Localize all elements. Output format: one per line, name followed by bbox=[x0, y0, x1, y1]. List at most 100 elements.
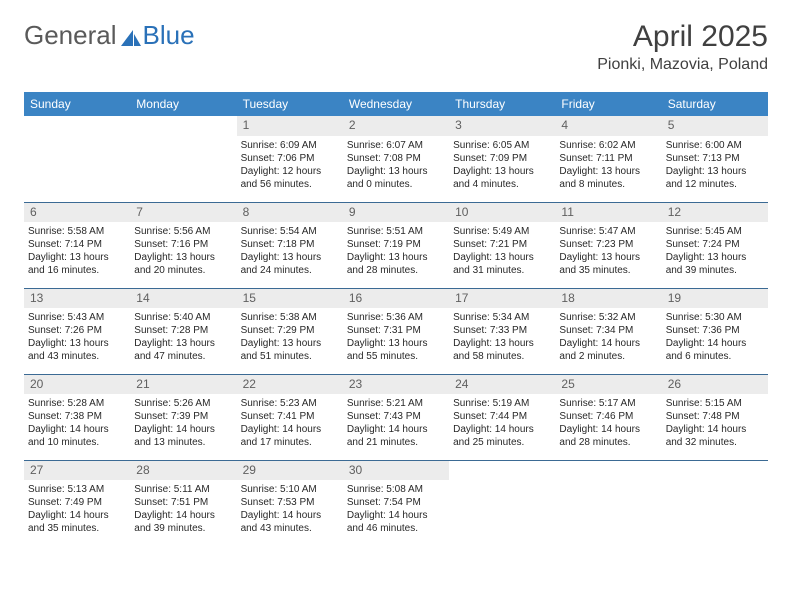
calendar-empty-cell: . bbox=[130, 116, 236, 202]
day-number: 3 bbox=[449, 116, 555, 136]
day-info: Sunrise: 5:19 AMSunset: 7:44 PMDaylight:… bbox=[453, 397, 551, 449]
day-info: Sunrise: 5:47 AMSunset: 7:23 PMDaylight:… bbox=[559, 225, 657, 277]
weekday-header: Friday bbox=[555, 92, 661, 116]
day-number: 11 bbox=[555, 203, 661, 223]
sail-icon bbox=[121, 22, 141, 38]
month-title: April 2025 bbox=[597, 20, 768, 54]
calendar-week-row: 6Sunrise: 5:58 AMSunset: 7:14 PMDaylight… bbox=[24, 202, 768, 288]
calendar-day-cell: 15Sunrise: 5:38 AMSunset: 7:29 PMDayligh… bbox=[237, 288, 343, 374]
day-number: 18 bbox=[555, 289, 661, 309]
day-info: Sunrise: 5:45 AMSunset: 7:24 PMDaylight:… bbox=[666, 225, 764, 277]
calendar-table: SundayMondayTuesdayWednesdayThursdayFrid… bbox=[24, 92, 768, 546]
weekday-header-row: SundayMondayTuesdayWednesdayThursdayFrid… bbox=[24, 92, 768, 116]
calendar-week-row: 20Sunrise: 5:28 AMSunset: 7:38 PMDayligh… bbox=[24, 374, 768, 460]
day-number: 22 bbox=[237, 375, 343, 395]
weekday-header: Sunday bbox=[24, 92, 130, 116]
calendar-day-cell: 7Sunrise: 5:56 AMSunset: 7:16 PMDaylight… bbox=[130, 202, 236, 288]
calendar-week-row: 27Sunrise: 5:13 AMSunset: 7:49 PMDayligh… bbox=[24, 460, 768, 546]
day-info: Sunrise: 5:13 AMSunset: 7:49 PMDaylight:… bbox=[28, 483, 126, 535]
day-number: 21 bbox=[130, 375, 236, 395]
weekday-header: Wednesday bbox=[343, 92, 449, 116]
weekday-header: Saturday bbox=[662, 92, 768, 116]
day-info: Sunrise: 5:23 AMSunset: 7:41 PMDaylight:… bbox=[241, 397, 339, 449]
day-number: 10 bbox=[449, 203, 555, 223]
day-info: Sunrise: 5:34 AMSunset: 7:33 PMDaylight:… bbox=[453, 311, 551, 363]
day-number: 1 bbox=[237, 116, 343, 136]
day-number: 5 bbox=[662, 116, 768, 136]
day-info: Sunrise: 6:09 AMSunset: 7:06 PMDaylight:… bbox=[241, 139, 339, 191]
day-info: Sunrise: 5:30 AMSunset: 7:36 PMDaylight:… bbox=[666, 311, 764, 363]
day-info: Sunrise: 5:08 AMSunset: 7:54 PMDaylight:… bbox=[347, 483, 445, 535]
calendar-day-cell: 12Sunrise: 5:45 AMSunset: 7:24 PMDayligh… bbox=[662, 202, 768, 288]
day-number: 2 bbox=[343, 116, 449, 136]
calendar-day-cell: 5 Sunrise: 6:00 AMSunset: 7:13 PMDaylight… bbox=[662, 116, 768, 202]
day-info: Sunrise: 5:10 AMSunset: 7:53 PMDaylight:… bbox=[241, 483, 339, 535]
day-number: 4 bbox=[555, 116, 661, 136]
day-number: 19 bbox=[662, 289, 768, 309]
day-number: 15 bbox=[237, 289, 343, 309]
calendar-day-cell: 10Sunrise: 5:49 AMSunset: 7:21 PMDayligh… bbox=[449, 202, 555, 288]
calendar-day-cell: 19Sunrise: 5:30 AMSunset: 7:36 PMDayligh… bbox=[662, 288, 768, 374]
calendar-week-row: ..1Sunrise: 6:09 AMSunset: 7:06 PMDaylig… bbox=[24, 116, 768, 202]
day-number: 13 bbox=[24, 289, 130, 309]
calendar-week-row: 13Sunrise: 5:43 AMSunset: 7:26 PMDayligh… bbox=[24, 288, 768, 374]
day-info: Sunrise: 5:28 AMSunset: 7:38 PMDaylight:… bbox=[28, 397, 126, 449]
day-info: Sunrise: 5:43 AMSunset: 7:26 PMDaylight:… bbox=[28, 311, 126, 363]
calendar-body: ..1Sunrise: 6:09 AMSunset: 7:06 PMDaylig… bbox=[24, 116, 768, 546]
calendar-day-cell: 8Sunrise: 5:54 AMSunset: 7:18 PMDaylight… bbox=[237, 202, 343, 288]
day-info: Sunrise: 5:15 AMSunset: 7:48 PMDaylight:… bbox=[666, 397, 764, 449]
day-number: 7 bbox=[130, 203, 236, 223]
day-number: 17 bbox=[449, 289, 555, 309]
day-number: 16 bbox=[343, 289, 449, 309]
day-number: 9 bbox=[343, 203, 449, 223]
calendar-day-cell: 26Sunrise: 5:15 AMSunset: 7:48 PMDayligh… bbox=[662, 374, 768, 460]
day-info: Sunrise: 5:26 AMSunset: 7:39 PMDaylight:… bbox=[134, 397, 232, 449]
day-info: Sunrise: 5:17 AMSunset: 7:46 PMDaylight:… bbox=[559, 397, 657, 449]
calendar-day-cell: 6Sunrise: 5:58 AMSunset: 7:14 PMDaylight… bbox=[24, 202, 130, 288]
calendar-empty-cell: . bbox=[662, 460, 768, 546]
calendar-day-cell: 23Sunrise: 5:21 AMSunset: 7:43 PMDayligh… bbox=[343, 374, 449, 460]
calendar-day-cell: 29Sunrise: 5:10 AMSunset: 7:53 PMDayligh… bbox=[237, 460, 343, 546]
calendar-day-cell: 1 Sunrise: 6:09 AMSunset: 7:06 PMDaylight… bbox=[237, 116, 343, 202]
day-info: Sunrise: 5:58 AMSunset: 7:14 PMDaylight:… bbox=[28, 225, 126, 277]
header: General Blue April 2025 Pionki, Mazovia,… bbox=[24, 20, 768, 74]
day-info: Sunrise: 5:36 AMSunset: 7:31 PMDaylight:… bbox=[347, 311, 445, 363]
calendar-day-cell: 20Sunrise: 5:28 AMSunset: 7:38 PMDayligh… bbox=[24, 374, 130, 460]
calendar-day-cell: 27Sunrise: 5:13 AMSunset: 7:49 PMDayligh… bbox=[24, 460, 130, 546]
logo-text-blue: Blue bbox=[143, 20, 195, 51]
day-info: Sunrise: 6:07 AMSunset: 7:08 PMDaylight:… bbox=[347, 139, 445, 191]
calendar-day-cell: 16Sunrise: 5:36 AMSunset: 7:31 PMDayligh… bbox=[343, 288, 449, 374]
calendar-day-cell: 28Sunrise: 5:11 AMSunset: 7:51 PMDayligh… bbox=[130, 460, 236, 546]
calendar-day-cell: 3 Sunrise: 6:05 AMSunset: 7:09 PMDaylight… bbox=[449, 116, 555, 202]
calendar-day-cell: 13Sunrise: 5:43 AMSunset: 7:26 PMDayligh… bbox=[24, 288, 130, 374]
day-number: 25 bbox=[555, 375, 661, 395]
day-number: 30 bbox=[343, 461, 449, 481]
calendar-day-cell: 30Sunrise: 5:08 AMSunset: 7:54 PMDayligh… bbox=[343, 460, 449, 546]
calendar-day-cell: 24Sunrise: 5:19 AMSunset: 7:44 PMDayligh… bbox=[449, 374, 555, 460]
calendar-empty-cell: . bbox=[449, 460, 555, 546]
calendar-day-cell: 11Sunrise: 5:47 AMSunset: 7:23 PMDayligh… bbox=[555, 202, 661, 288]
day-info: Sunrise: 5:56 AMSunset: 7:16 PMDaylight:… bbox=[134, 225, 232, 277]
calendar-day-cell: 22Sunrise: 5:23 AMSunset: 7:41 PMDayligh… bbox=[237, 374, 343, 460]
calendar-day-cell: 2 Sunrise: 6:07 AMSunset: 7:08 PMDaylight… bbox=[343, 116, 449, 202]
day-info: Sunrise: 5:21 AMSunset: 7:43 PMDaylight:… bbox=[347, 397, 445, 449]
day-info: Sunrise: 6:05 AMSunset: 7:09 PMDaylight:… bbox=[453, 139, 551, 191]
day-info: Sunrise: 5:32 AMSunset: 7:34 PMDaylight:… bbox=[559, 311, 657, 363]
calendar-day-cell: 21Sunrise: 5:26 AMSunset: 7:39 PMDayligh… bbox=[130, 374, 236, 460]
day-info: Sunrise: 5:54 AMSunset: 7:18 PMDaylight:… bbox=[241, 225, 339, 277]
day-number: 12 bbox=[662, 203, 768, 223]
calendar-day-cell: 18Sunrise: 5:32 AMSunset: 7:34 PMDayligh… bbox=[555, 288, 661, 374]
day-info: Sunrise: 5:49 AMSunset: 7:21 PMDaylight:… bbox=[453, 225, 551, 277]
logo-text-general: General bbox=[24, 20, 117, 51]
calendar-day-cell: 25Sunrise: 5:17 AMSunset: 7:46 PMDayligh… bbox=[555, 374, 661, 460]
location: Pionki, Mazovia, Poland bbox=[597, 56, 768, 74]
calendar-day-cell: 4 Sunrise: 6:02 AMSunset: 7:11 PMDaylight… bbox=[555, 116, 661, 202]
day-info: Sunrise: 5:40 AMSunset: 7:28 PMDaylight:… bbox=[134, 311, 232, 363]
day-number: 23 bbox=[343, 375, 449, 395]
calendar-day-cell: 14Sunrise: 5:40 AMSunset: 7:28 PMDayligh… bbox=[130, 288, 236, 374]
day-info: Sunrise: 6:00 AMSunset: 7:13 PMDaylight:… bbox=[666, 139, 764, 191]
weekday-header: Tuesday bbox=[237, 92, 343, 116]
weekday-header: Monday bbox=[130, 92, 236, 116]
day-info: Sunrise: 6:02 AMSunset: 7:11 PMDaylight:… bbox=[559, 139, 657, 191]
calendar-empty-cell: . bbox=[24, 116, 130, 202]
